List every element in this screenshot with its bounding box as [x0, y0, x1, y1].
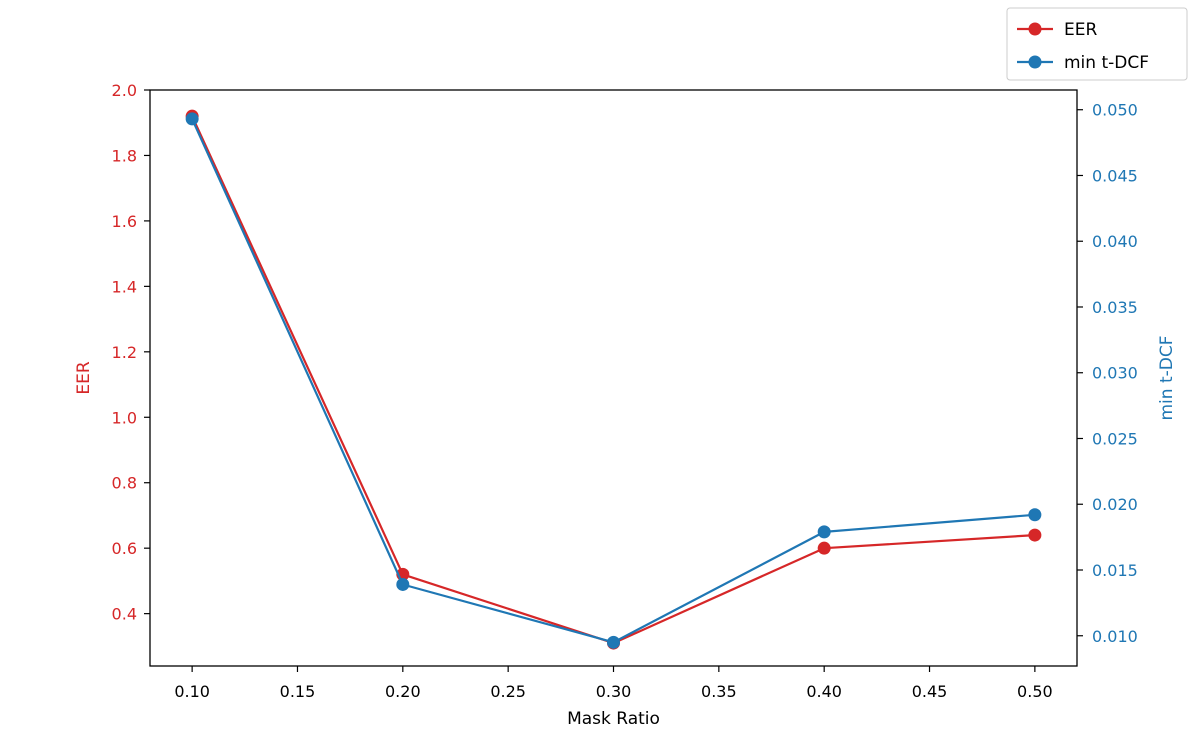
- legend-label-eer: EER: [1064, 20, 1097, 40]
- x-tick-label: 0.45: [912, 682, 948, 701]
- x-tick-label: 0.50: [1017, 682, 1053, 701]
- series-line-min-t-dcf: [191, 118, 1035, 644]
- legend-swatch-marker-eer: [1028, 22, 1042, 36]
- legend-swatch-marker-min-t-dcf: [1028, 55, 1042, 69]
- left-y-tick-label: 0.4: [112, 605, 137, 624]
- legend-label-min-t-dcf: min t-DCF: [1064, 53, 1149, 73]
- x-tick-label: 0.20: [385, 682, 421, 701]
- plot-area: [149, 89, 1078, 667]
- data-point-min-t-dcf: [185, 112, 199, 126]
- right-y-tick-label: 0.030: [1092, 364, 1138, 383]
- data-point-min-t-dcf: [1028, 508, 1042, 522]
- left-y-axis: 0.4 0.6 0.8 1.0 1.2 1.4 1.6 1.8 2.0: [112, 81, 150, 624]
- data-point-min-t-dcf: [396, 577, 410, 591]
- data-point-eer: [817, 541, 831, 555]
- left-axis-title: EER: [74, 361, 94, 394]
- data-point-eer: [1028, 528, 1042, 542]
- left-y-tick-label: 1.4: [112, 277, 137, 296]
- right-y-tick-label: 0.010: [1092, 627, 1138, 646]
- series-group: [185, 109, 1042, 650]
- left-y-tick-label: 1.0: [112, 408, 137, 427]
- left-y-tick-label: 1.8: [112, 146, 137, 165]
- x-tick-label: 0.35: [701, 682, 737, 701]
- data-point-min-t-dcf: [817, 525, 831, 539]
- left-y-tick-label: 1.6: [112, 212, 137, 231]
- right-y-tick-label: 0.045: [1092, 166, 1138, 185]
- left-y-tick-label: 2.0: [112, 81, 137, 100]
- x-tick-label: 0.10: [174, 682, 210, 701]
- x-axis-title: Mask Ratio: [567, 709, 660, 729]
- x-tick-label: 0.40: [806, 682, 842, 701]
- right-y-tick-label: 0.040: [1092, 232, 1138, 251]
- series-line-eer: [191, 115, 1035, 645]
- right-y-tick-label: 0.035: [1092, 298, 1138, 317]
- right-y-tick-label: 0.050: [1092, 101, 1138, 120]
- x-axis: 0.10 0.15 0.20 0.25 0.30 0.35 0.40 0.45 0.50: [174, 666, 1053, 701]
- right-y-tick-label: 0.015: [1092, 561, 1138, 580]
- x-tick-label: 0.25: [490, 682, 526, 701]
- x-tick-label: 0.15: [280, 682, 316, 701]
- legend: EER min t-DCF: [1006, 7, 1188, 81]
- plot-frame: [149, 89, 1078, 667]
- right-axis-title: min t-DCF: [1157, 336, 1177, 421]
- x-tick-label: 0.30: [596, 682, 632, 701]
- left-y-tick-label: 0.8: [112, 474, 137, 493]
- right-y-axis: 0.010 0.015 0.020 0.025 0.030 0.035 0.040 0.045…: [1077, 101, 1138, 646]
- left-y-tick-label: 1.2: [112, 343, 137, 362]
- right-y-tick-label: 0.020: [1092, 495, 1138, 514]
- left-y-tick-label: 0.6: [112, 539, 137, 558]
- right-y-tick-label: 0.025: [1092, 429, 1138, 448]
- data-point-min-t-dcf: [607, 635, 620, 649]
